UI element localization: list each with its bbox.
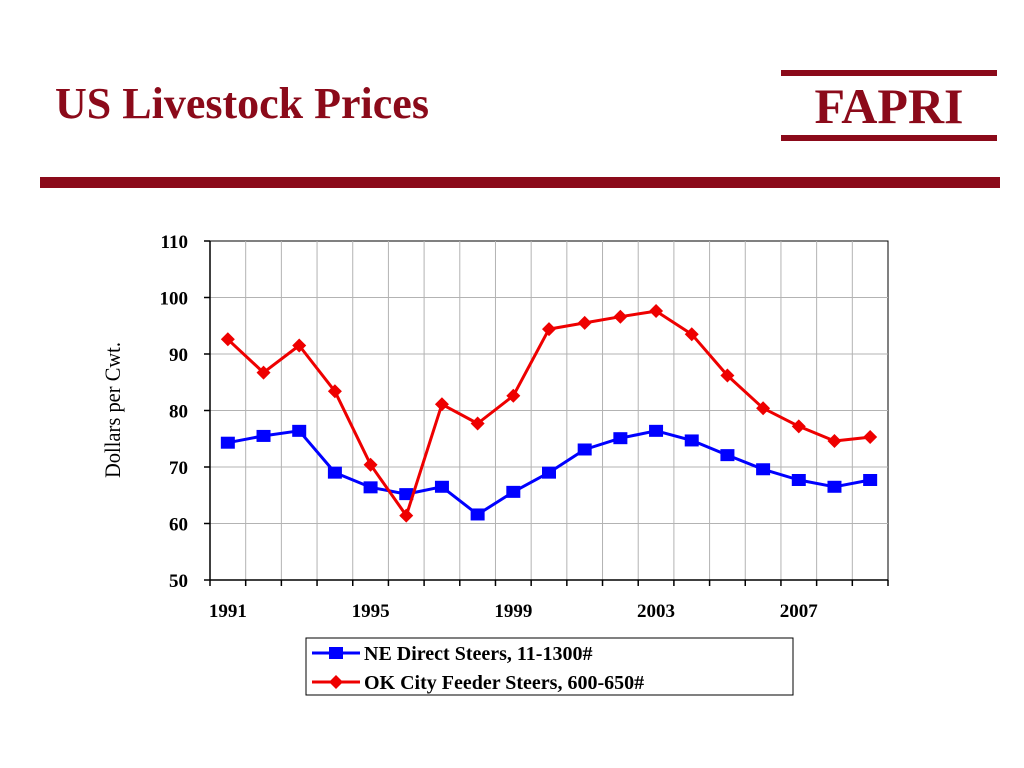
data-point <box>506 388 521 403</box>
data-point <box>649 424 664 437</box>
data-point <box>542 322 556 337</box>
data-point <box>863 430 878 445</box>
y-tick-label: 70 <box>169 458 188 479</box>
data-point <box>470 416 485 431</box>
data-point <box>327 384 342 399</box>
data-point <box>577 315 592 330</box>
x-tick-label: 1999 <box>494 601 532 622</box>
data-point <box>220 436 235 449</box>
x-tick-label: 1995 <box>352 601 390 622</box>
data-point <box>327 466 342 479</box>
data-point <box>220 332 235 347</box>
data-point <box>827 480 842 493</box>
data-point <box>791 419 806 434</box>
data-point <box>434 480 449 493</box>
data-point <box>399 508 414 523</box>
data-point <box>684 434 699 447</box>
x-tick-label: 2007 <box>780 601 819 622</box>
legend-label: NE Direct Steers, 11-1300# <box>364 643 592 665</box>
y-tick-label: 60 <box>169 515 188 536</box>
data-point <box>613 432 628 445</box>
y-tick-label: 110 <box>161 232 188 253</box>
y-tick-label: 90 <box>169 345 188 366</box>
logo-bottom-bar <box>781 135 997 141</box>
data-point <box>292 424 307 437</box>
data-point <box>684 327 699 342</box>
logo-text: FAPRI <box>814 78 964 134</box>
data-point <box>613 309 628 324</box>
data-point <box>256 365 271 380</box>
data-point <box>756 463 771 476</box>
data-point <box>791 473 806 486</box>
legend-marker <box>329 675 343 689</box>
legend-marker <box>329 647 343 659</box>
data-point <box>756 401 771 416</box>
fapri-logo: FAPRI <box>781 70 997 143</box>
data-point <box>542 466 556 479</box>
data-point <box>827 434 842 449</box>
data-point <box>256 429 271 442</box>
x-tick-label: 1991 <box>209 601 247 622</box>
y-axis-label: Dollars per Cwt. <box>100 342 125 478</box>
data-point <box>720 368 735 383</box>
logo-top-bar <box>781 70 997 76</box>
data-point <box>292 338 307 353</box>
x-tick-label: 2003 <box>637 601 675 622</box>
data-point <box>399 488 414 501</box>
data-point <box>649 304 664 319</box>
legend: NE Direct Steers, 11-1300# OK City Feeder… <box>305 637 794 696</box>
data-point <box>506 485 521 498</box>
data-point <box>577 443 592 456</box>
title-divider <box>40 177 1000 188</box>
y-tick-label: 100 <box>160 289 189 310</box>
data-point <box>363 457 378 472</box>
y-tick-label: 50 <box>169 571 188 592</box>
slide-title: US Livestock Prices <box>55 79 429 128</box>
legend-label: OK City Feeder Steers, 600-650# <box>364 672 644 694</box>
legend-box <box>305 637 794 696</box>
data-point <box>863 473 878 486</box>
data-point <box>434 397 449 412</box>
data-point <box>720 449 735 462</box>
data-point <box>470 508 485 521</box>
y-tick-label: 80 <box>169 402 188 423</box>
data-point <box>363 481 378 494</box>
